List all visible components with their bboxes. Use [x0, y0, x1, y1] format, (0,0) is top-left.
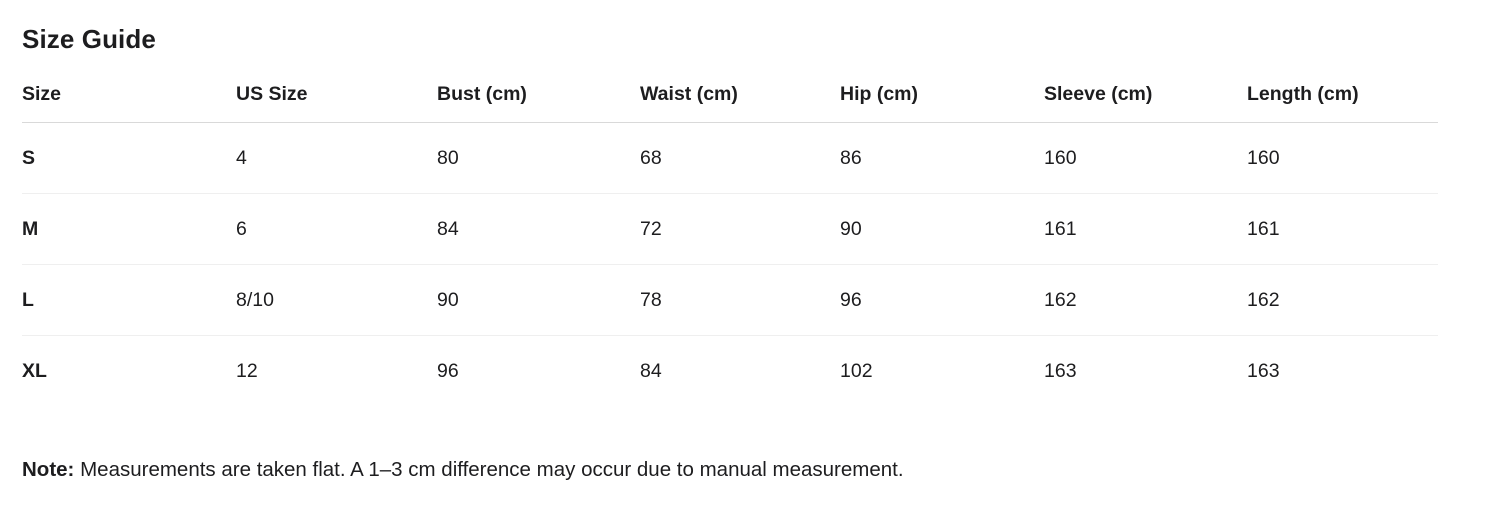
column-header-sleeve: Sleeve (cm)	[1044, 83, 1247, 123]
cell-us-size: 12	[236, 359, 258, 382]
cell-sleeve: 161	[1044, 193, 1247, 265]
note-body: Measurements are taken flat. A 1–3 cm di…	[74, 458, 904, 481]
cell-size: XL	[22, 359, 47, 382]
cell-us-size: 4	[236, 122, 437, 194]
measurement-note: Note: Measurements are taken flat. A 1–3…	[22, 456, 1500, 484]
table-row-s: S 4 80 68 86 160 160	[22, 122, 1438, 194]
table-row-m: M 6 84 72 90 161 161	[22, 193, 1438, 265]
column-header-length: Length (cm)	[1247, 83, 1438, 123]
note-label: Note:	[22, 458, 75, 481]
cell-length: 163	[1247, 359, 1280, 382]
cell-bust: 90	[437, 264, 640, 336]
column-header-bust: Bust (cm)	[437, 83, 640, 123]
column-header-size: Size	[22, 83, 236, 123]
table-row-xl: XL 12 96 84 102 163 163	[22, 336, 1438, 407]
cell-hip: 102	[840, 359, 873, 382]
cell-hip: 96	[840, 264, 1044, 336]
cell-waist: 72	[640, 193, 840, 265]
cell-hip: 86	[840, 122, 1044, 194]
cell-bust: 96	[437, 359, 459, 382]
size-guide-content: Size Guide Size US Size Bust (cm) Waist …	[22, 24, 1500, 484]
cell-bust: 84	[437, 193, 640, 265]
cell-size: L	[22, 264, 236, 336]
cell-size: S	[22, 122, 236, 194]
cell-sleeve: 163	[1044, 359, 1077, 382]
table-row-l: L 8/10 90 78 96 162 162	[22, 264, 1438, 336]
column-header-us-size: US Size	[236, 83, 437, 123]
page-title: Size Guide	[22, 24, 156, 54]
column-header-waist: Waist (cm)	[640, 83, 840, 123]
cell-size: M	[22, 193, 236, 265]
cell-us-size: 6	[236, 193, 437, 265]
column-header-hip: Hip (cm)	[840, 83, 1044, 123]
cell-us-size: 8/10	[236, 264, 437, 336]
cell-length: 160	[1247, 122, 1438, 194]
cell-sleeve: 160	[1044, 122, 1247, 194]
cell-sleeve: 162	[1044, 264, 1247, 336]
cell-waist: 68	[640, 122, 840, 194]
cell-waist: 84	[640, 359, 662, 382]
cell-length: 162	[1247, 264, 1438, 336]
cell-waist: 78	[640, 264, 840, 336]
cell-length: 161	[1247, 193, 1438, 265]
table-header-row: Size US Size Bust (cm) Waist (cm) Hip (c…	[22, 83, 1438, 123]
cell-bust: 80	[437, 122, 640, 194]
size-guide-table: Size US Size Bust (cm) Waist (cm) Hip (c…	[22, 83, 1438, 406]
cell-hip: 90	[840, 193, 1044, 265]
